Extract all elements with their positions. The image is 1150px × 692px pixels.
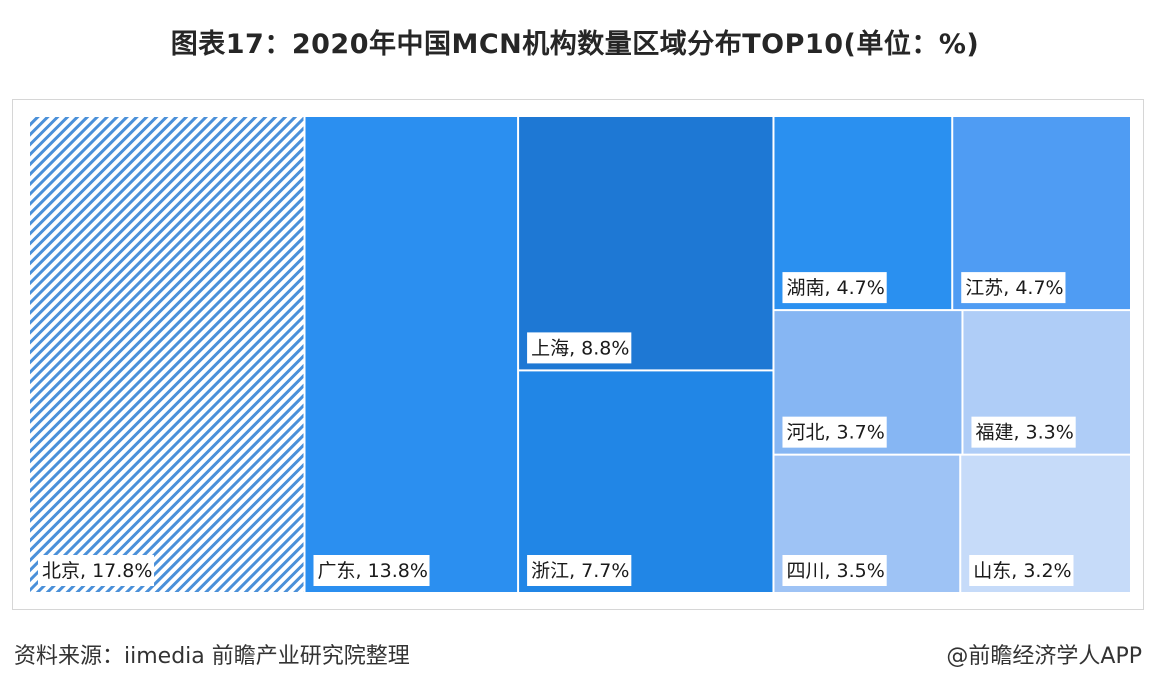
source-note: 资料来源：iimedia 前瞻产业研究院整理 — [14, 644, 410, 669]
tile-label-hebei: 河北, 3.7% — [786, 422, 884, 444]
tile-label-bg — [527, 555, 632, 586]
tile-label-bg — [313, 555, 430, 586]
tile-label-sichuan: 四川, 3.5% — [786, 560, 884, 582]
treemap-tile-guangdong — [305, 117, 518, 592]
treemap-tile-beijing — [30, 117, 304, 592]
tile-label-bg — [782, 555, 887, 586]
tile-label-bg — [961, 272, 1066, 304]
treemap-tile-shanghai — [519, 117, 773, 370]
tile-label-shanghai: 上海, 8.8% — [531, 337, 629, 359]
credit-note: @前瞻经济学人APP — [946, 644, 1142, 669]
tile-label-shandong: 山东, 3.2% — [973, 560, 1071, 582]
tile-label-fujian: 福建, 3.3% — [975, 422, 1073, 444]
tile-label-bg — [527, 332, 632, 364]
tile-label-zhejiang: 浙江, 7.7% — [531, 560, 629, 582]
tile-label-bg — [782, 416, 887, 448]
tile-label-bg — [782, 272, 887, 304]
tile-label-bg — [969, 555, 1074, 586]
tile-label-hunan: 湖南, 4.7% — [786, 277, 884, 299]
tile-label-bg — [38, 555, 155, 586]
treemap-chart: 北京, 17.8% 广东, 13.8% 上海, 8.8% 浙江, 7.7% 湖南, 4.… — [30, 117, 1130, 592]
chart-title: 图表17：2020年中国MCN机构数量区域分布TOP10(单位：%) — [170, 29, 980, 60]
tile-label-beijing: 北京, 17.8% — [42, 560, 152, 582]
tile-label-jiangsu: 江苏, 4.7% — [965, 277, 1063, 299]
tile-label-bg — [971, 416, 1076, 448]
chart-frame: 北京, 17.8% 广东, 13.8% 上海, 8.8% 浙江, 7.7% 湖南, 4.… — [12, 99, 1144, 610]
tile-label-guangdong: 广东, 13.8% — [318, 560, 428, 582]
